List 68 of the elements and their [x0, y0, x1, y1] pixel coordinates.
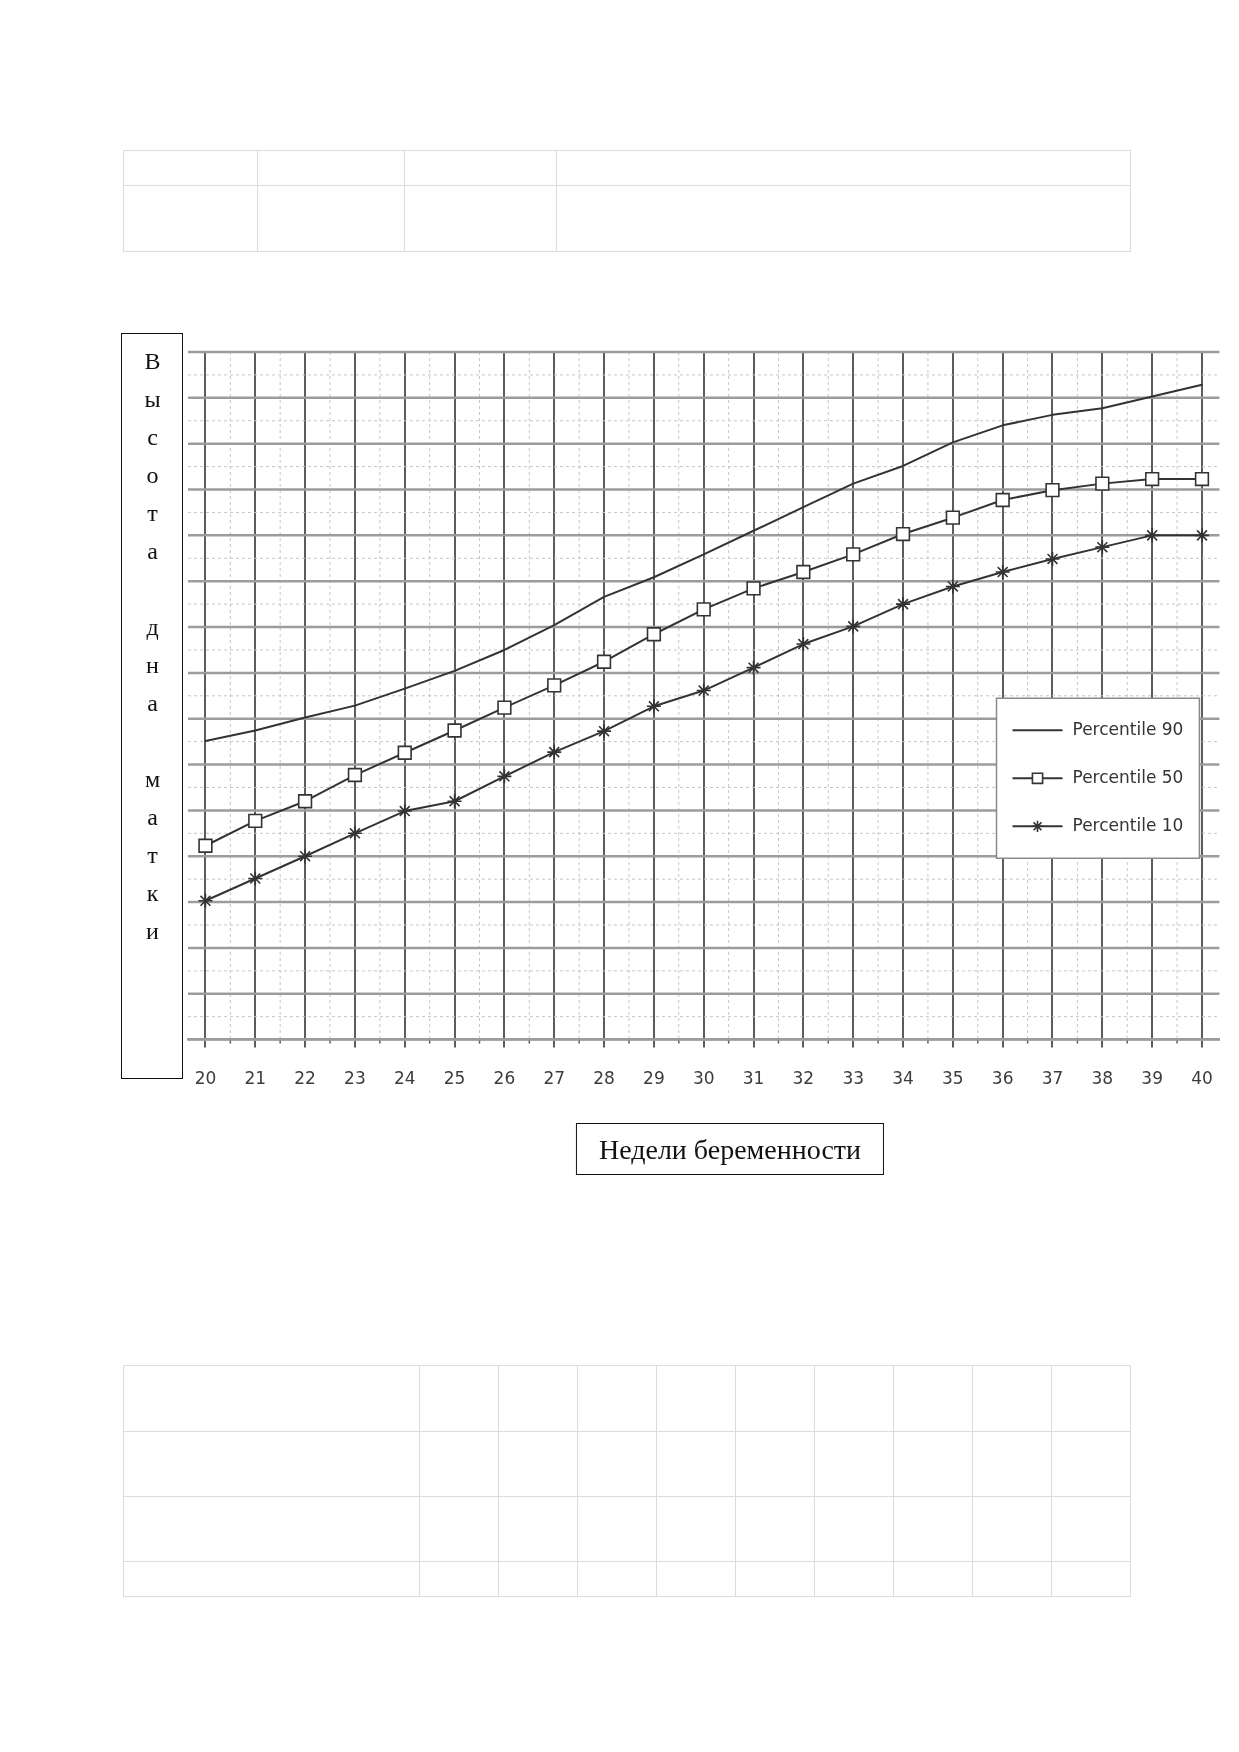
point [795, 636, 812, 652]
point [596, 654, 612, 669]
point [745, 659, 762, 676]
x-tick-label: 27 [543, 1068, 566, 1089]
legend-label: Percentile 10 [1072, 814, 1184, 835]
x-tick-label: 20 [194, 1068, 217, 1089]
point [247, 870, 264, 887]
point [696, 602, 711, 617]
point [1044, 551, 1061, 567]
x-tick-label: 32 [792, 1068, 815, 1089]
x-tick-label: 37 [1041, 1068, 1064, 1089]
legend-label: Percentile 90 [1072, 718, 1184, 739]
point [1045, 483, 1060, 498]
point [496, 768, 513, 785]
point [1144, 471, 1160, 487]
x-tick-label: 40 [1191, 1068, 1213, 1089]
x-tick-label: 28 [593, 1068, 615, 1089]
point [796, 564, 811, 580]
x-tick-label: 25 [443, 1068, 466, 1089]
point [994, 564, 1011, 580]
point [197, 892, 214, 909]
x-tick-label: 24 [393, 1068, 416, 1089]
point [1194, 471, 1210, 487]
x-tick-label: 36 [991, 1068, 1014, 1089]
point [396, 803, 413, 819]
x-tick-label: 34 [892, 1068, 914, 1089]
x-tick-label: 35 [942, 1068, 964, 1089]
point [397, 745, 412, 760]
x-axis-title: Недели беременности [575, 1123, 885, 1175]
x-tick-label: 31 [742, 1068, 765, 1089]
point [347, 767, 363, 783]
point [1144, 527, 1160, 544]
point [746, 581, 761, 596]
point [646, 698, 662, 715]
point [297, 794, 313, 809]
point [945, 578, 961, 595]
point [347, 825, 363, 842]
legend-label: Percentile 50 [1072, 766, 1184, 787]
point [447, 723, 462, 738]
x-tick-label: 22 [294, 1068, 316, 1089]
x-tick-label: 33 [842, 1068, 865, 1089]
x-tick-label: 26 [493, 1068, 516, 1089]
point [1095, 476, 1110, 491]
point [895, 596, 911, 612]
x-tick-label: 39 [1141, 1068, 1163, 1089]
point [297, 848, 313, 865]
point [446, 793, 463, 810]
point [845, 618, 861, 635]
point [497, 700, 512, 715]
point [248, 813, 263, 829]
point [995, 492, 1010, 508]
point [695, 682, 712, 699]
point [547, 678, 562, 693]
point [945, 510, 961, 525]
point [846, 547, 861, 562]
point [546, 744, 563, 760]
x-tick-label: 21 [244, 1068, 267, 1089]
point [1094, 539, 1111, 555]
x-tick-label: 38 [1091, 1068, 1114, 1089]
x-tick-label: 23 [344, 1068, 366, 1089]
point [596, 723, 612, 739]
y-axis-title: Высота дна матки [138, 348, 166, 956]
point [1194, 527, 1210, 544]
x-tick-label: 30 [692, 1068, 715, 1089]
point [895, 526, 911, 542]
point [198, 838, 213, 853]
x-tick-label: 29 [643, 1068, 665, 1089]
point [646, 627, 662, 642]
